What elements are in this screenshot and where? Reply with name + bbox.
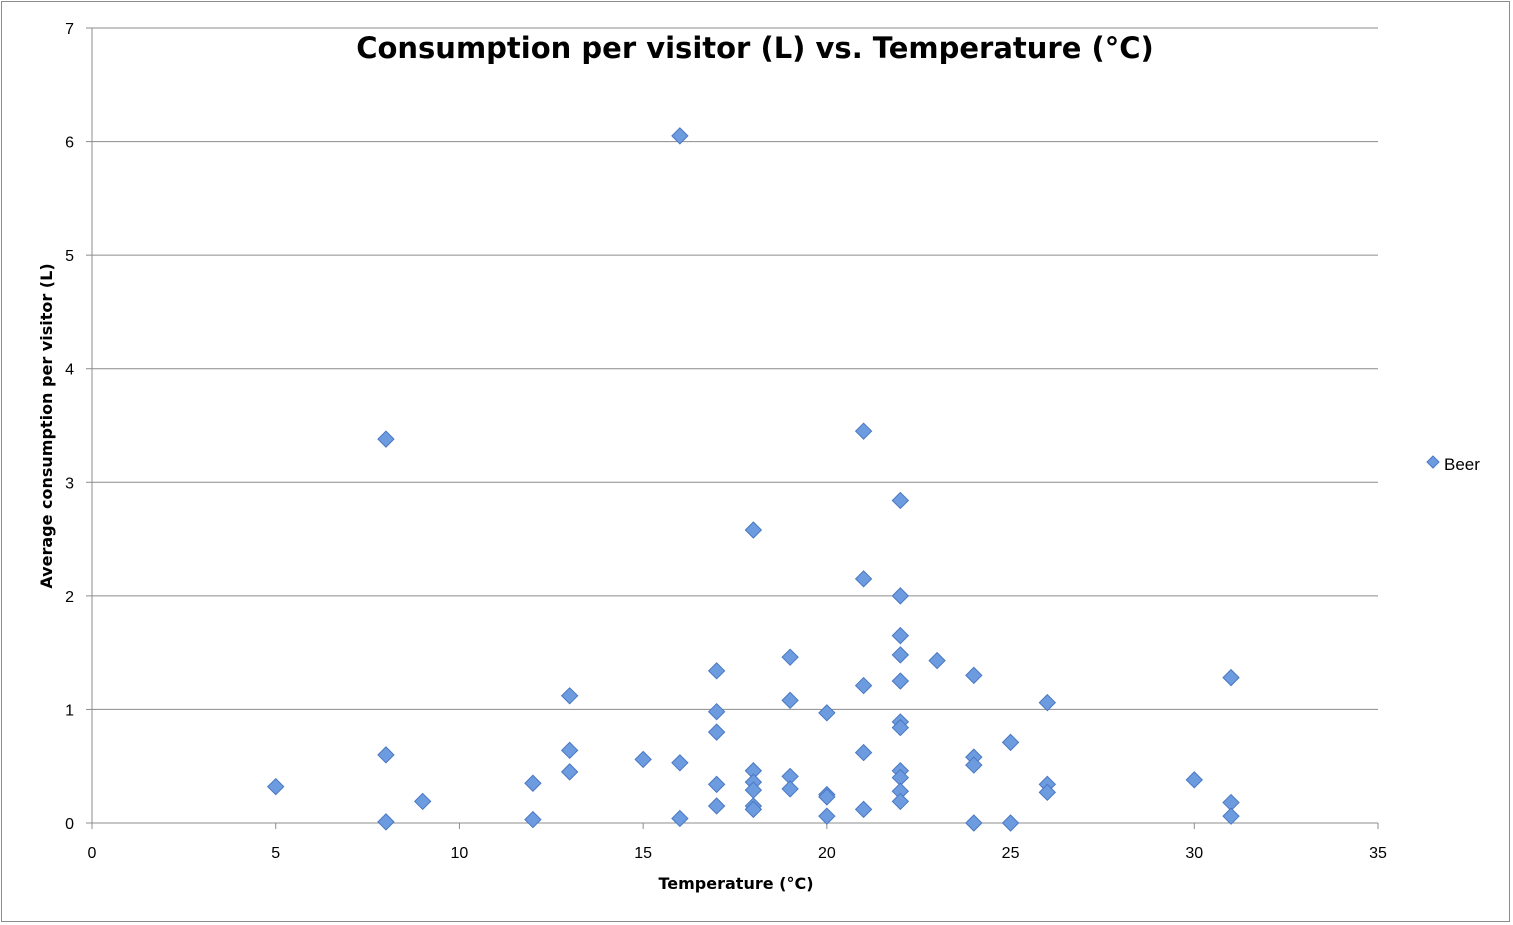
data-point xyxy=(377,746,395,764)
data-point xyxy=(377,430,395,448)
data-point xyxy=(671,809,689,828)
data-point xyxy=(1038,783,1057,802)
data-point xyxy=(707,702,726,721)
data-point xyxy=(744,521,763,539)
data-point xyxy=(267,777,285,796)
data-point xyxy=(560,687,579,705)
chart-title: Consumption per visitor (L) vs. Temperat… xyxy=(356,31,1154,65)
data-point xyxy=(707,662,726,680)
data-point xyxy=(818,788,836,806)
x-axis-title: Temperature (°C) xyxy=(658,874,813,893)
y-tick-label: 7 xyxy=(65,21,74,38)
data-points xyxy=(267,127,1240,832)
y-tick-label: 1 xyxy=(65,702,74,719)
data-point xyxy=(1185,771,1203,789)
data-point xyxy=(891,672,910,690)
y-tick-label: 3 xyxy=(65,475,74,492)
data-point xyxy=(1038,693,1057,712)
data-point xyxy=(1222,807,1240,825)
legend-label-beer: Beer xyxy=(1444,455,1480,474)
y-tick-labels: 0 1 2 3 4 5 6 7 xyxy=(65,21,74,833)
data-point xyxy=(413,792,432,811)
data-point xyxy=(891,587,910,605)
x-tick-label: 5 xyxy=(271,845,280,862)
x-tick-label: 20 xyxy=(818,845,836,862)
y-tick-label: 5 xyxy=(65,248,74,265)
data-point xyxy=(891,718,910,737)
data-point xyxy=(1001,733,1020,752)
x-tick-label: 15 xyxy=(634,845,652,862)
data-point xyxy=(818,807,836,825)
data-point xyxy=(781,780,799,798)
data-point xyxy=(965,666,983,685)
axes xyxy=(86,27,1379,829)
data-point xyxy=(634,750,652,769)
data-point xyxy=(671,127,689,145)
data-point xyxy=(1222,668,1240,687)
data-point xyxy=(377,813,395,831)
data-point xyxy=(781,691,799,710)
data-point xyxy=(854,743,873,762)
data-point xyxy=(524,774,542,792)
data-point xyxy=(854,570,873,588)
data-point xyxy=(1001,814,1020,832)
y-tick-label: 4 xyxy=(65,362,74,379)
x-tick-label: 35 xyxy=(1369,845,1387,862)
data-point xyxy=(707,775,726,794)
data-point xyxy=(965,814,983,832)
data-point xyxy=(928,651,946,670)
data-point xyxy=(965,756,983,774)
x-tick-label: 25 xyxy=(1002,845,1020,862)
x-tick-label: 0 xyxy=(88,845,97,862)
data-point xyxy=(744,800,763,819)
y-tick-label: 6 xyxy=(65,135,74,152)
data-point xyxy=(707,723,726,741)
data-point xyxy=(707,797,726,815)
data-point xyxy=(560,763,579,781)
data-point xyxy=(854,800,873,819)
data-point xyxy=(854,676,873,695)
y-tick-label: 2 xyxy=(65,589,74,606)
data-point xyxy=(891,792,910,811)
legend: Beer xyxy=(1426,455,1480,474)
data-point xyxy=(671,754,689,772)
data-point xyxy=(891,626,910,645)
y-tick-label: 0 xyxy=(65,816,74,833)
data-point xyxy=(560,741,579,760)
data-point xyxy=(854,422,873,440)
data-point xyxy=(781,648,799,666)
legend-marker-beer xyxy=(1426,455,1440,469)
data-point xyxy=(891,646,910,664)
y-axis-title: Average consumption per visitor (L) xyxy=(37,263,56,588)
x-tick-labels: 0 5 10 15 20 25 30 35 xyxy=(88,845,1387,862)
gridlines xyxy=(92,27,1378,710)
data-point xyxy=(891,491,910,510)
data-point xyxy=(818,704,836,722)
x-tick-label: 30 xyxy=(1185,845,1203,862)
data-point xyxy=(524,810,542,829)
x-tick-label: 10 xyxy=(451,845,469,862)
